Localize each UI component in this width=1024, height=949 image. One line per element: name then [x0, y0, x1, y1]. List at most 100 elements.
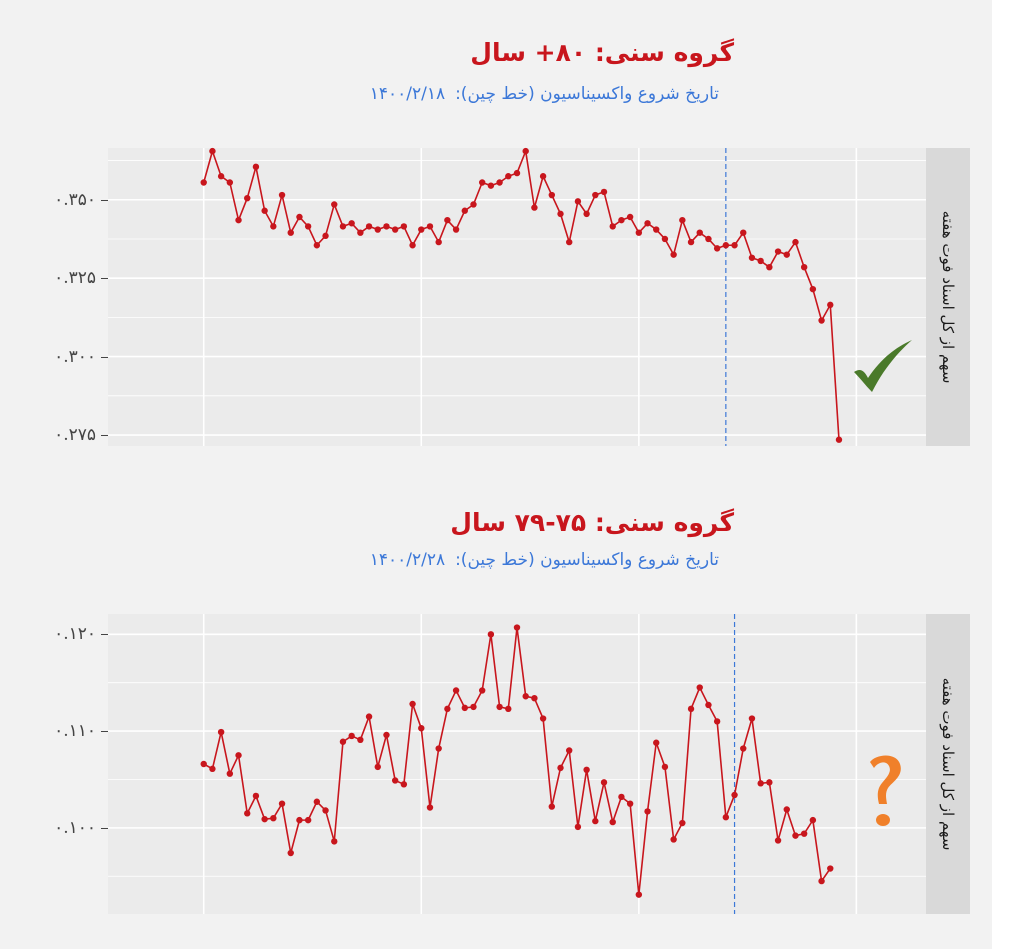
data-point: [383, 731, 390, 739]
data-point: [400, 781, 408, 788]
data-point: [200, 179, 207, 186]
data-point: [766, 779, 773, 786]
data-point: [531, 694, 538, 702]
y-tick-mark: [101, 634, 108, 636]
data-point: [217, 173, 225, 180]
data-point: [235, 752, 242, 759]
data-point: [235, 216, 242, 224]
data-point: [757, 257, 764, 265]
data-point: [374, 763, 381, 771]
y-tick-label: ۰.۱۰۰: [54, 817, 96, 838]
chart1-subtitle: تاریخ شروع واکسیناسیون (خط چین): ۱۴۰۰/۲/۱…: [370, 84, 719, 104]
data-point: [339, 738, 347, 745]
data-point: [478, 687, 486, 694]
data-point: [827, 301, 834, 309]
data-point: [600, 779, 608, 786]
series-line: [202, 150, 840, 440]
data-point: [322, 232, 329, 240]
data-point: [522, 693, 529, 700]
data-point: [278, 800, 286, 807]
data-point: [244, 810, 251, 817]
data-point: [600, 188, 608, 196]
data-point: [287, 229, 294, 236]
data-point: [653, 226, 660, 233]
data-point: [731, 242, 738, 249]
data-point: [461, 704, 468, 712]
chart2-subtitle-date: ۱۴۰۰/۲/۲۸: [369, 550, 446, 570]
data-point: [566, 238, 573, 246]
data-point: [731, 791, 738, 799]
data-point: [583, 210, 590, 218]
data-point: [409, 700, 416, 708]
data-point: [357, 229, 364, 236]
data-point: [357, 736, 364, 744]
data-point: [583, 766, 590, 774]
y-tick-mark: [101, 278, 108, 280]
data-point: [487, 182, 495, 189]
data-point: [635, 229, 643, 236]
data-point: [644, 808, 651, 815]
data-point: [531, 204, 538, 211]
data-point: [261, 207, 268, 214]
chart1-subtitle-date: ۱۴۰۰/۲/۱۸: [369, 84, 446, 104]
data-point: [766, 264, 773, 271]
data-point: [800, 264, 808, 271]
data-point: [287, 849, 294, 857]
data-point: [391, 777, 399, 784]
data-point: [496, 703, 503, 711]
data-point: [505, 705, 512, 713]
data-point: [687, 238, 695, 246]
data-point: [557, 210, 564, 218]
series-line: [203, 626, 831, 896]
data-point: [304, 223, 312, 230]
data-point: [548, 803, 556, 810]
data-point: [296, 816, 303, 824]
data-point: [809, 285, 817, 293]
chart1-facet-strip: سهم از کل اسناد فوت هفته: [926, 148, 970, 446]
data-point: [705, 701, 712, 709]
chart1-svg: [108, 147, 926, 446]
chart2-title: گروه سنی: ۷۵-۷۹ سال: [450, 508, 734, 537]
data-point: [574, 198, 582, 205]
data-point: [740, 229, 747, 236]
data-point: [679, 819, 686, 827]
chart1-ylabel: سهم از کل اسناد فوت هفته: [939, 210, 957, 384]
data-point: [461, 207, 468, 214]
data-point: [452, 226, 460, 233]
data-point: [209, 147, 216, 155]
y-tick-label: ۰.۳۲۵: [54, 268, 96, 289]
data-point: [792, 832, 799, 839]
data-point: [827, 865, 834, 872]
data-point: [592, 191, 599, 199]
check-mark-icon: [854, 340, 912, 392]
data-point: [200, 760, 207, 768]
data-point: [548, 191, 556, 199]
data-point: [748, 715, 756, 722]
data-point: [783, 806, 790, 813]
data-point: [818, 877, 825, 885]
data-point: [783, 251, 790, 258]
data-point: [618, 793, 625, 801]
data-point: [487, 631, 495, 638]
data-point: [513, 169, 521, 177]
chart1-subtitle-label: تاریخ شروع واکسیناسیون (خط چین):: [455, 84, 719, 104]
chart2-svg: [108, 614, 926, 914]
y-tick-mark: [101, 731, 108, 733]
data-point: [435, 745, 442, 752]
data-point: [444, 705, 451, 713]
y-tick-mark: [101, 435, 108, 437]
data-point: [270, 814, 277, 822]
data-point: [322, 807, 329, 814]
data-point: [348, 220, 355, 227]
data-point: [470, 201, 477, 208]
data-point: [426, 804, 434, 811]
data-point: [383, 223, 390, 230]
data-point: [313, 798, 321, 805]
y-tick-label: ۰.۳۰۰: [54, 346, 96, 367]
data-point: [513, 624, 521, 631]
data-point: [835, 436, 843, 443]
y-tick-mark: [101, 356, 108, 358]
data-point: [252, 792, 260, 800]
data-point: [792, 238, 799, 246]
data-point: [670, 251, 677, 258]
